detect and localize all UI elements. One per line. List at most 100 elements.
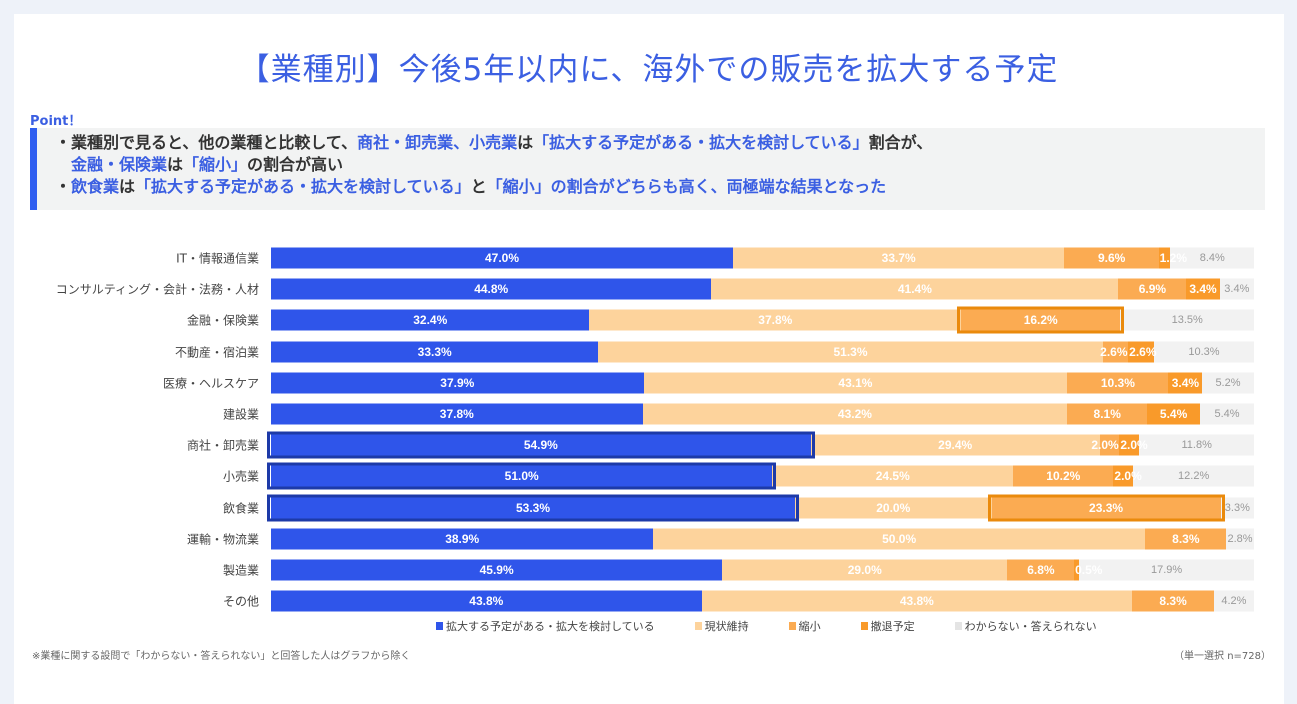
footnote: ※業種に関する設問で「わからない・答えられない」と回答した人はグラフから除く [32,651,411,662]
point-text: 金融・保険業 [71,155,168,174]
bar-segment [1102,341,1129,363]
data-label: 2.6% [1129,344,1157,359]
data-label: 10.3% [1188,345,1220,358]
highlight-box [957,306,1125,334]
bar-segment [271,434,811,456]
point-text: は [167,155,184,174]
bar-segment [733,247,1065,269]
bar-segment [1007,559,1075,581]
point-text: 商社・卸売業、小売業 [357,133,518,152]
data-label: 37.9% [440,375,475,390]
legend-swatch [954,622,962,630]
data-label: 43.2% [837,407,872,421]
data-label: 32.4% [413,313,448,328]
bar-segment [271,465,773,487]
data-label: 0.5% [1075,563,1103,577]
point-text: 「縮小」 [183,155,248,174]
bar-segment [642,403,1068,425]
data-label: 10.3% [1100,375,1135,390]
point-text: 飲食業 [71,177,120,196]
point-text: 「拡大する予定がある・拡大を検討している」 [135,177,471,196]
bar-segment [1146,403,1200,425]
bar-segment [271,341,599,363]
category-label: 小売業 [222,469,259,484]
bar-segment [271,528,654,550]
data-label: 23.3% [1089,500,1124,515]
legend-label: 現状維持 [704,620,749,633]
data-label: 12.2% [1178,470,1210,483]
bar-segment [711,278,1119,300]
point-text: ・ [55,177,72,196]
bar-segment [271,590,702,612]
bar-segment [810,434,1100,456]
point-line: ・業種別で見ると、他の業種と比較して、商社・卸売業、小売業は「拡大する予定がある… [55,132,1265,154]
bar-segment [271,372,644,394]
bar-segment [1138,434,1254,456]
bar-segment [1067,403,1147,425]
point-text: 「縮小」 [486,177,551,196]
page-title: 【業種別】今後5年以内に、海外での販売を拡大する予定 [238,52,1059,88]
category-label: IT・情報通信業 [176,251,259,266]
data-label: 3.3% [1224,501,1250,514]
bar-segment [271,403,643,425]
data-label: 20.0% [876,500,911,515]
highlight-box [267,431,815,459]
category-label: 建設業 [222,407,259,422]
data-label: 4.2% [1221,595,1247,608]
category-label: 医療・ヘルスケア [162,376,259,391]
legend-item: 現状維持 [694,618,749,634]
legend-swatch [788,622,796,630]
data-label: 8.4% [1199,252,1225,264]
category-label: 商社・卸売業 [186,438,259,453]
data-label: 9.6% [1097,251,1126,265]
data-label: 5.2% [1215,376,1241,389]
data-label: 2.0% [1091,438,1119,453]
data-label: 33.7% [881,251,916,265]
bar-segment [1199,403,1254,425]
bar-segment [1099,434,1120,456]
data-label: 8.3% [1159,594,1187,609]
point-label: Point！ [30,114,82,129]
legend-item: 撤退予定 [860,618,915,634]
data-label: 2.6% [1100,344,1128,359]
data-label: 2.0% [1114,469,1142,484]
bar-segment [1144,528,1227,550]
bar-segment [1170,247,1254,269]
data-label: 47.0% [485,251,520,265]
data-label: 8.3% [1172,531,1200,546]
bar-segment [1168,372,1202,394]
bar-segment [653,528,1145,550]
bar-segment [271,247,733,269]
bar-segment [961,309,1121,331]
bar-segment [1186,278,1220,300]
data-label: 43.8% [469,594,504,609]
bar-segment [701,590,1133,612]
bar-segment [772,465,1014,487]
data-label: 43.1% [838,375,873,390]
highlight-box [987,494,1225,522]
data-label: 5.4% [1214,408,1240,420]
point-text: の割合が高い [247,155,344,174]
point-text: ・業種別で見ると、他の業種と比較して、 [55,133,358,152]
data-label: 37.8% [758,313,793,328]
bar-segment [1153,341,1254,363]
bar-segment [598,341,1103,363]
category-label: 不動産・宿泊業 [174,345,259,360]
legend-label: 撤退予定 [870,620,915,633]
bar-segment [722,559,1008,581]
data-label: 43.8% [899,594,934,609]
category-label: 運輸・物流業 [186,532,259,547]
data-label: 6.9% [1138,282,1167,297]
category-label: コンサルティング・会計・法務・人材 [55,282,259,297]
category-label: その他 [222,594,259,609]
data-label: 38.9% [445,531,480,546]
data-label: 11.8% [1181,439,1212,452]
legend-label: 縮小 [798,620,821,633]
legend: 拡大する予定がある・拡大を検討している 現状維持 縮小 撤退予定 わからない・答えられな… [436,618,1137,634]
data-label: 8.1% [1093,407,1121,421]
data-label: 29.0% [847,563,882,577]
data-label: 33.3% [417,344,452,359]
bar-segment [271,559,723,581]
bar-segment [1201,372,1254,394]
sample-size: （単一選択 n=728） [1174,651,1271,662]
